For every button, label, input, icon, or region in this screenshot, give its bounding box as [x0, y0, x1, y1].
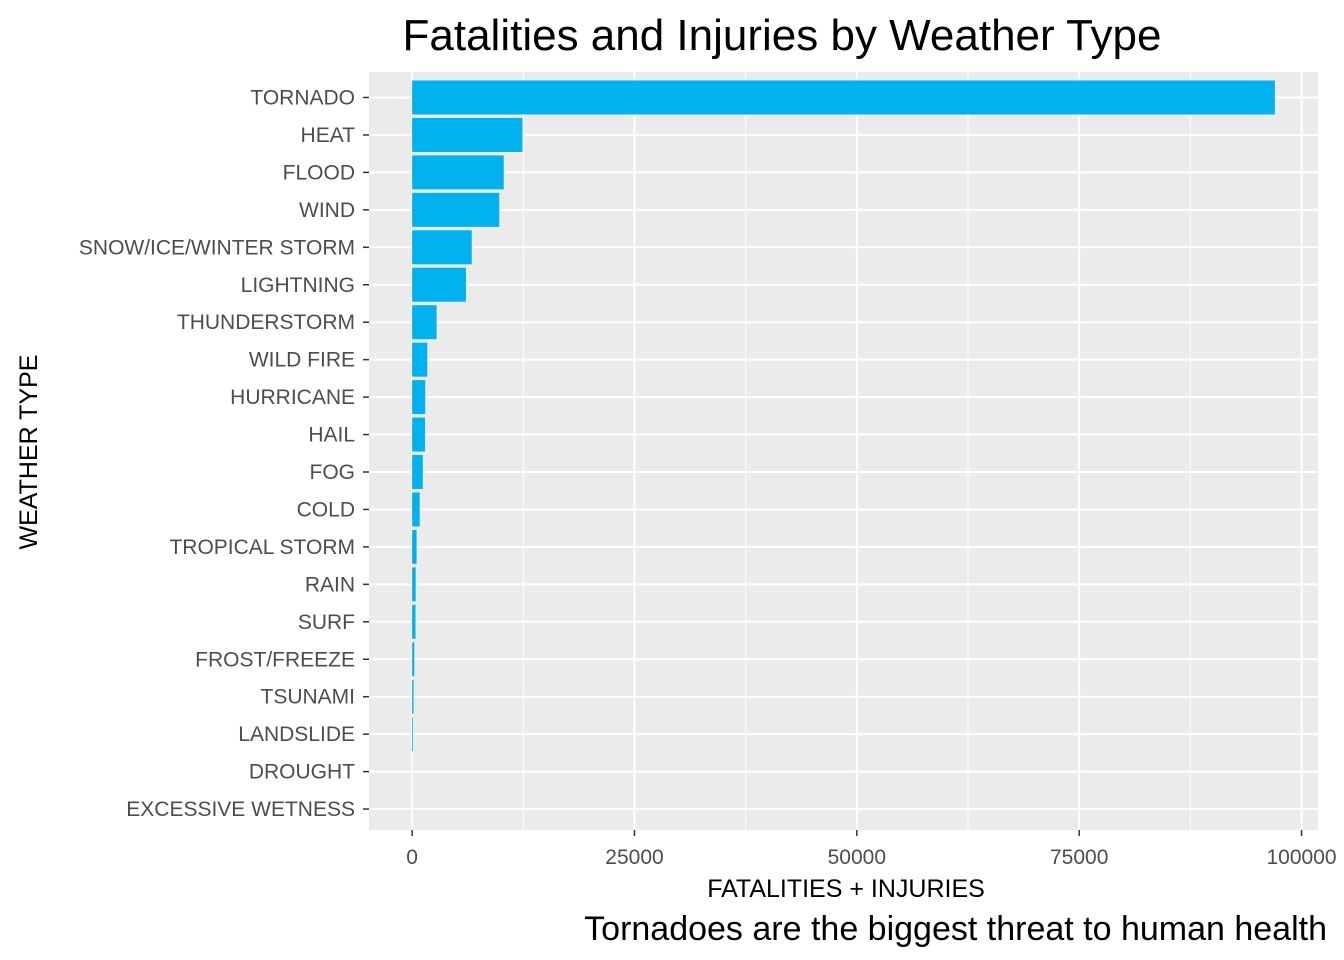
y-tick-label: WIND	[299, 199, 355, 222]
y-tick-label: HURRICANE	[230, 386, 355, 409]
bar	[412, 267, 466, 302]
plot-panel	[369, 72, 1318, 830]
y-tick-label: RAIN	[305, 573, 355, 596]
y-tick-label: SNOW/ICE/WINTER STORM	[79, 236, 355, 259]
y-tick-label: COLD	[297, 498, 355, 521]
y-axis: TORNADO HEAT FLOOD WIND SNOW/ICE/WINTER STOR…	[79, 87, 369, 821]
y-tick-label: SURF	[298, 611, 355, 634]
bar	[412, 192, 500, 227]
y-tick-label: LANDSLIDE	[238, 723, 355, 746]
y-tick-label: EXCESSIVE WETNESS	[126, 798, 355, 821]
y-tick-label: WILD FIRE	[249, 349, 355, 372]
y-tick-label: TSUNAMI	[261, 686, 356, 709]
bar	[412, 529, 417, 564]
y-axis-title: WEATHER TYPE	[15, 355, 43, 550]
bar	[412, 342, 428, 377]
y-tick-label: HEAT	[301, 124, 356, 147]
major-gridlines	[369, 72, 1318, 830]
x-tick-label: 75000	[1050, 846, 1108, 869]
y-tick-label: FOG	[310, 461, 356, 484]
minor-gridlines	[522, 72, 1191, 830]
x-tick-label: 0	[406, 846, 418, 869]
bar	[412, 455, 423, 489]
x-tick-label: 100000	[1267, 846, 1337, 869]
bar	[412, 417, 426, 452]
chart-caption: Tornadoes are the biggest threat to huma…	[584, 910, 1327, 948]
y-tick-label: LIGHTNING	[241, 274, 355, 297]
y-tick-label: THUNDERSTORM	[177, 311, 355, 334]
bar	[412, 604, 416, 639]
bar	[412, 717, 413, 752]
bar	[412, 305, 437, 340]
bar	[412, 492, 420, 527]
y-tick-label: HAIL	[308, 424, 355, 447]
chart-title: Fatalities and Injuries by Weather Type	[403, 11, 1162, 60]
bar	[412, 679, 414, 714]
y-tick-label: FLOOD	[283, 161, 355, 184]
y-tick-label: TROPICAL STORM	[169, 536, 355, 559]
bar	[412, 380, 426, 415]
bar	[412, 117, 523, 152]
x-tick-label: 25000	[605, 846, 663, 869]
x-tick-label: 50000	[828, 846, 886, 869]
bar	[412, 230, 472, 265]
y-tick-label: TORNADO	[250, 87, 355, 110]
y-tick-label: DROUGHT	[249, 761, 355, 784]
bar	[412, 642, 415, 677]
x-axis: 0 25000 50000 75000 100000	[406, 830, 1337, 869]
bar	[412, 567, 416, 602]
bars	[412, 80, 1275, 827]
bar	[412, 155, 504, 190]
y-tick-label: FROST/FREEZE	[195, 648, 355, 671]
x-axis-title: FATALITIES + INJURIES	[707, 875, 985, 903]
bar	[412, 80, 1275, 115]
